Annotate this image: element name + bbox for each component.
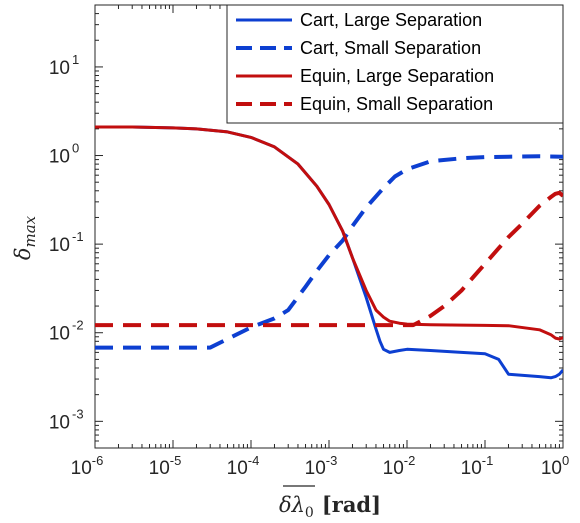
x-tick-label: 100 (541, 453, 569, 479)
x-axis-subscript: 0 (305, 505, 314, 521)
y-tick-label: 10 0 (49, 141, 79, 168)
legend-label-cart-small-separation: Cart, Small Separation (300, 38, 481, 58)
legend-entries: Cart, Large Separation Cart, Small Separa… (236, 10, 494, 114)
y-tick-label: 10 -2 (49, 318, 84, 345)
x-tick-label: 10-6 (71, 453, 104, 479)
legend-label-equin-large-separation: Equin, Large Separation (300, 66, 494, 86)
series-lines (95, 125, 563, 380)
x-tick-label: 10-5 (149, 453, 182, 479)
legend-box (226, 4, 564, 124)
x-axis-symbol: δλ (279, 493, 305, 517)
x-tick-label: 10-2 (383, 453, 416, 479)
series-line-equin-small-separation (95, 190, 563, 328)
x-tick-label: 10-4 (227, 453, 260, 479)
y-axis-symbol: δ (11, 247, 35, 260)
y-axis-subscript: max (21, 215, 39, 247)
legend-label-equin-small-separation: Equin, Small Separation (300, 94, 493, 114)
x-tick-label: 10-3 (305, 453, 338, 479)
legend: Cart, Large Separation Cart, Small Separa… (226, 4, 564, 124)
y-axis-label: δmax (11, 215, 39, 260)
x-axis-label: δλ0 [rad] (279, 492, 381, 521)
x-axis-unit: [rad] (322, 492, 381, 517)
y-tick-label: 10 -1 (49, 229, 84, 256)
legend-label-cart-large-separation: Cart, Large Separation (300, 10, 482, 30)
x-tick-label: 10-1 (461, 453, 494, 479)
series-line-cart-small-separation (95, 154, 563, 350)
series-line-equin-large-separation (95, 125, 563, 341)
y-tick-label: 10 1 (49, 52, 79, 79)
y-tick-label: 10 -3 (49, 406, 84, 433)
tick-labels: 10-6 10-5 10-4 10-3 10-2 10-1 100 10 -3 10 -2 10 -1 1… (49, 52, 569, 479)
